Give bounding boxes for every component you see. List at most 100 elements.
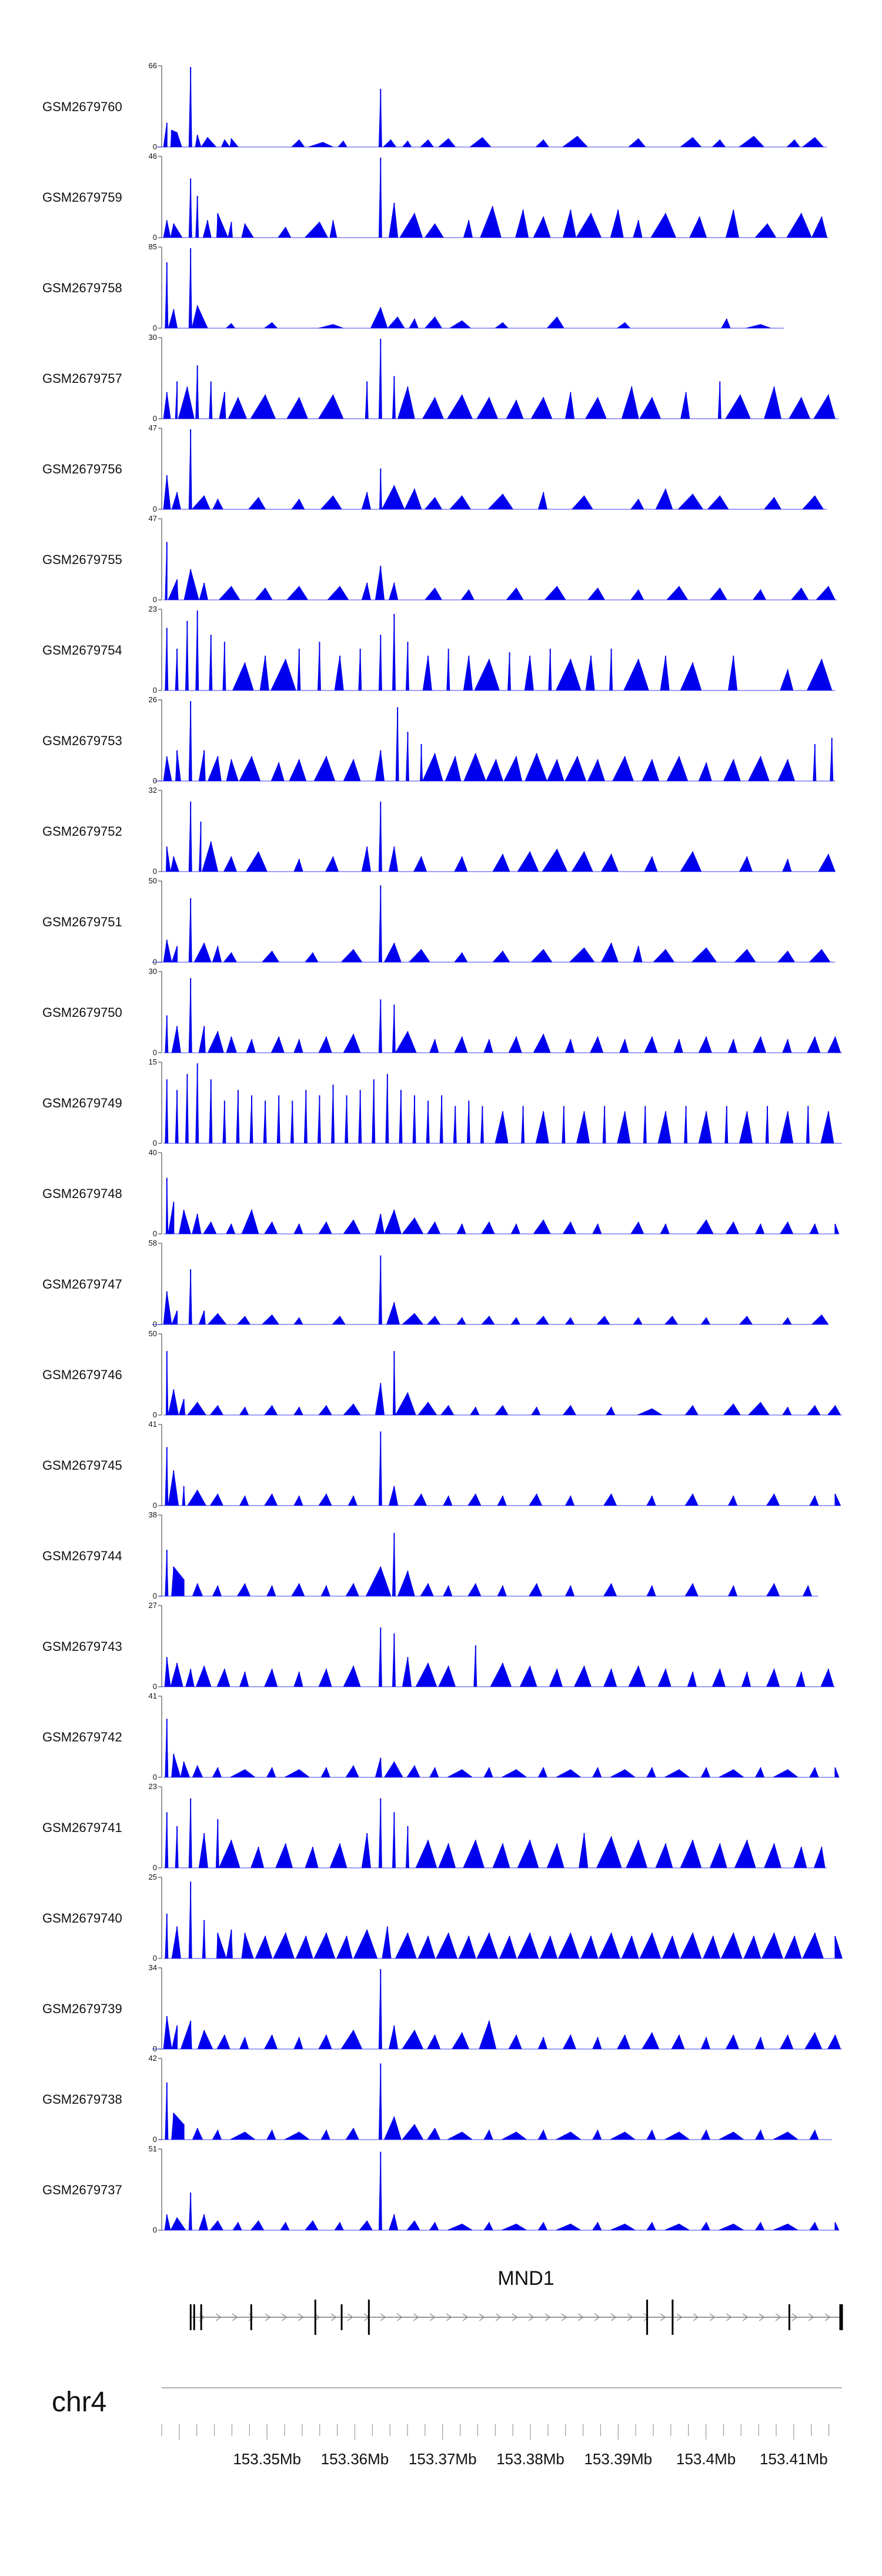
strand-chevron: [544, 2313, 551, 2321]
track-y-max-label: 27: [149, 1601, 157, 1610]
track-GSM2679758: GSM2679758 85 0: [42, 242, 784, 332]
track-GSM2679754: GSM2679754 23 0: [42, 605, 836, 695]
strand-chevron: [594, 2313, 600, 2321]
coverage-area: [163, 542, 837, 600]
track-y-zero-label: 0: [153, 505, 157, 513]
track-label: GSM2679751: [42, 915, 122, 929]
track-GSM2679750: GSM2679750 30 0: [42, 967, 842, 1057]
coverage-area: [163, 610, 836, 691]
track-y-max-label: 50: [149, 1329, 157, 1338]
coverage-area: [152, 1255, 829, 1326]
track-GSM2679739: GSM2679739 34 0: [42, 1963, 842, 2053]
track-y-max-label: 47: [149, 514, 157, 523]
track-label: GSM2679737: [42, 2183, 122, 2197]
genomic-axis: 153.35Mb 153.36Mb 153.37Mb 153.38Mb 153.39Mb…: [161, 2424, 830, 2468]
track-y-max-label: 26: [149, 695, 157, 704]
strand-chevron: [676, 2313, 683, 2321]
strand-chevron: [808, 2313, 814, 2321]
track-GSM2679756: GSM2679756 47 0: [42, 423, 827, 513]
track-y-max-label: 46: [149, 152, 157, 161]
track-y-max-label: 50: [149, 876, 157, 885]
strand-chevron: [314, 2313, 320, 2321]
gene-exon: [314, 2300, 316, 2335]
strand-chevron: [462, 2313, 469, 2321]
axis-tick-label: 153.36Mb: [321, 2450, 389, 2468]
strand-chevron: [577, 2313, 584, 2321]
coverage-area: [161, 1627, 836, 1687]
strand-chevron: [380, 2313, 386, 2321]
gene-model: [189, 2300, 843, 2335]
coverage-area: [159, 2063, 832, 2140]
track-y-zero-label: 0: [153, 2225, 157, 2234]
coverage-area: [163, 248, 784, 329]
track-GSM2679744: GSM2679744 38 0: [42, 1510, 818, 1600]
gene-exon: [368, 2300, 370, 2335]
track-y-max-label: 40: [149, 1148, 157, 1157]
track-label: GSM2679757: [42, 371, 122, 386]
track-y-max-label: 15: [149, 1057, 157, 1066]
track-GSM2679747: GSM2679747 58 0: [42, 1239, 829, 1329]
track-y-zero-label: 0: [153, 686, 157, 695]
track-y-max-label: 32: [149, 786, 157, 795]
track-y-zero-label: 0: [153, 776, 157, 785]
track-GSM2679757: GSM2679757 30 0: [42, 333, 839, 423]
track-y-zero-label: 0: [153, 1320, 157, 1329]
coverage-area: [154, 700, 836, 782]
track-GSM2679753: GSM2679753 26 0: [42, 695, 836, 785]
track-GSM2679741: GSM2679741 23 0: [42, 1782, 827, 1872]
track-y-zero-label: 0: [153, 2135, 157, 2144]
track-y-max-label: 66: [149, 61, 157, 70]
strand-chevron: [627, 2313, 633, 2321]
track-GSM2679755: GSM2679755 47 0: [42, 514, 837, 604]
track-y-max-label: 25: [149, 1873, 157, 1881]
track-GSM2679748: GSM2679748 40 0: [42, 1148, 840, 1238]
track-y-max-label: 30: [149, 333, 157, 342]
track-GSM2679759: GSM2679759 46 0: [42, 152, 829, 242]
gene-exon: [250, 2304, 252, 2330]
axis-tick-label: 153.37Mb: [409, 2450, 477, 2468]
track-GSM2679752: GSM2679752 32 0: [42, 786, 836, 876]
gene-track: MND1: [189, 2267, 843, 2335]
track-GSM2679760: GSM2679760 66 0: [42, 61, 827, 151]
gene-label: MND1: [497, 2267, 554, 2290]
track-label: GSM2679742: [42, 1730, 122, 1744]
track-y-zero-label: 0: [153, 1773, 157, 1781]
strand-chevron: [446, 2313, 452, 2321]
strand-chevron: [495, 2313, 502, 2321]
coverage-area: [163, 1351, 842, 1416]
track-GSM2679745: GSM2679745 41 0: [42, 1420, 841, 1510]
axis-tick-label: 153.35Mb: [233, 2450, 301, 2468]
track-y-max-label: 41: [149, 1420, 157, 1429]
track-y-zero-label: 0: [153, 1863, 157, 1872]
track-y-max-label: 42: [149, 2054, 157, 2063]
gene-exon: [788, 2304, 790, 2330]
track-y-zero-label: 0: [153, 1501, 157, 1510]
track-label: GSM2679740: [42, 1911, 122, 1926]
strand-chevron: [759, 2313, 765, 2321]
coverage-area: [161, 157, 829, 239]
track-y-max-label: 23: [149, 605, 157, 613]
chromosome-track: chr4 153.35Mb 153.36Mb 153.37Mb 153.38Mb 153…: [52, 2387, 842, 2468]
gene-exon: [193, 2304, 195, 2330]
track-GSM2679742: GSM2679742 41 0: [42, 1691, 840, 1781]
coverage-area: [161, 338, 839, 419]
track-y-zero-label: 0: [153, 323, 157, 332]
strand-chevron: [660, 2313, 666, 2321]
track-y-zero-label: 0: [153, 233, 157, 242]
track-label: GSM2679753: [42, 733, 122, 748]
gene-exon: [189, 2304, 192, 2330]
track-label: GSM2679743: [42, 1639, 122, 1654]
track-y-zero-label: 0: [153, 1048, 157, 1057]
strand-chevron: [298, 2313, 304, 2321]
strand-chevron: [742, 2313, 749, 2321]
track-y-zero-label: 0: [153, 1229, 157, 1238]
track-label: GSM2679745: [42, 1458, 122, 1473]
track-GSM2679738: GSM2679738 42 0: [42, 2054, 832, 2144]
track-label: GSM2679756: [42, 462, 122, 476]
track-y-zero-label: 0: [153, 957, 157, 966]
track-y-max-label: 58: [149, 1239, 157, 1247]
track-label: GSM2679741: [42, 1820, 122, 1835]
strand-chevron: [709, 2313, 716, 2321]
track-y-zero-label: 0: [153, 867, 157, 876]
track-GSM2679751: GSM2679751 50 0: [42, 876, 836, 966]
